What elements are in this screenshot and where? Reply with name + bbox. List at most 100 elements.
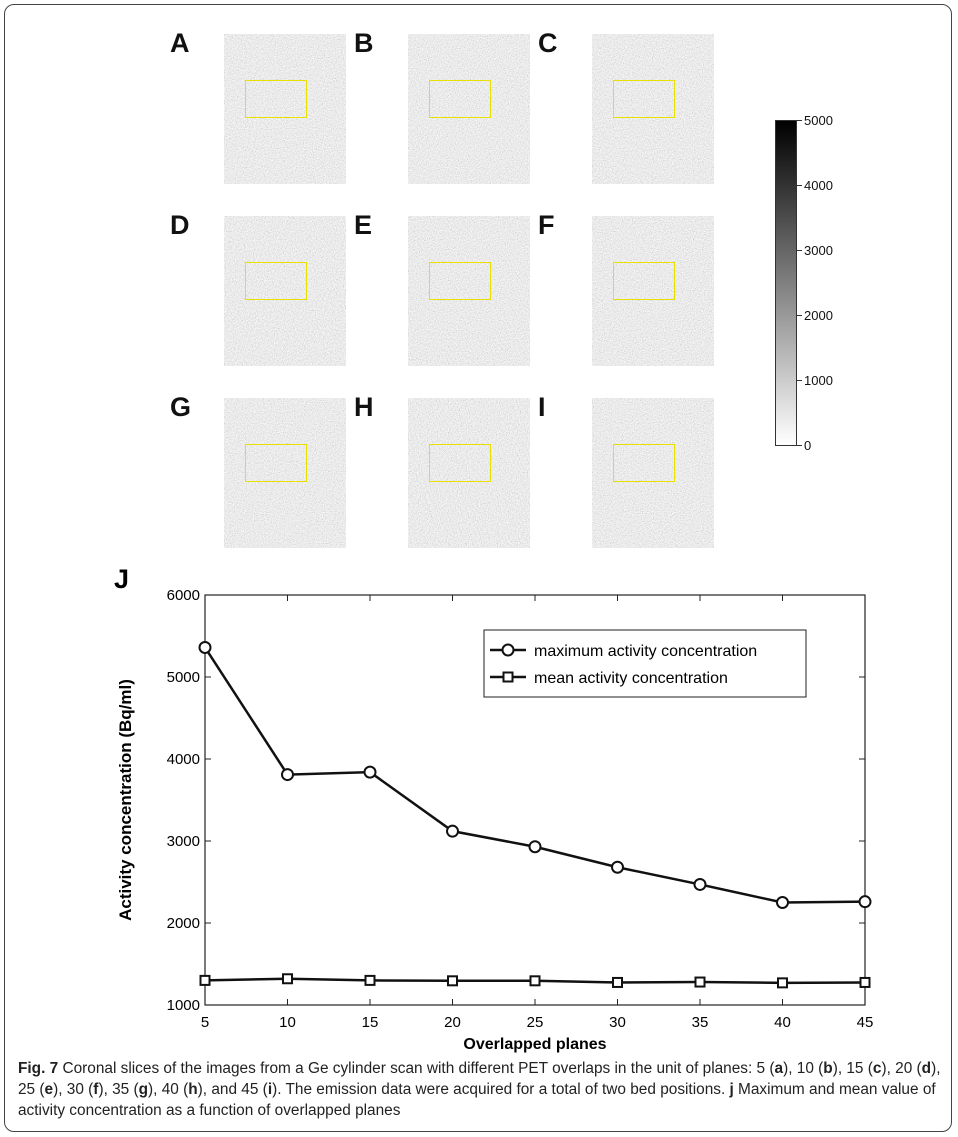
- colorbar-tick-label: 3000: [804, 243, 833, 258]
- y-tick-label: 5000: [167, 669, 200, 686]
- legend-label: mean activity concentration: [534, 670, 728, 687]
- caption-text: ), 35 (: [98, 1081, 139, 1098]
- y-tick-label: 4000: [167, 751, 200, 768]
- colorbar-tick: [797, 250, 802, 251]
- colorbar-tick: [797, 120, 802, 121]
- pet-coronal-slice-b: [404, 34, 534, 192]
- roi-box: [245, 262, 307, 300]
- panel-label-j: J: [114, 564, 129, 594]
- panel-label-e: E: [354, 210, 373, 240]
- data-point-max: [198, 640, 212, 654]
- fig-label: Fig. 7: [18, 1060, 59, 1077]
- x-tick-label: 10: [279, 1014, 296, 1031]
- caption-ref: a: [774, 1060, 784, 1077]
- panel-label-c: C: [538, 28, 558, 58]
- x-tick-label: 35: [692, 1014, 709, 1031]
- data-point-max: [363, 765, 377, 779]
- data-point-max: [281, 768, 294, 782]
- colorbar-tick-label: 0: [804, 438, 812, 453]
- y-tick-label: 3000: [167, 833, 200, 850]
- data-point-mean: [282, 973, 293, 985]
- caption-text: ), and 45 (: [197, 1081, 268, 1098]
- data-point-mean: [364, 974, 376, 986]
- caption-ref: b: [823, 1060, 833, 1077]
- roi-box: [613, 444, 675, 482]
- panel-label-d: D: [170, 210, 190, 240]
- data-point-max: [693, 877, 707, 891]
- caption-text: ), 40 (: [148, 1081, 189, 1098]
- pet-coronal-slice-i: [588, 398, 718, 556]
- roi-box: [613, 80, 675, 118]
- figure-frame: [4, 4, 952, 1132]
- caption-text: Coronal slices of the images from a Ge c…: [58, 1060, 775, 1077]
- caption-ref: e: [44, 1081, 54, 1098]
- x-tick-label: 30: [609, 1014, 626, 1031]
- x-tick-label: 45: [857, 1014, 874, 1031]
- pet-coronal-slice-h: [404, 398, 534, 556]
- roi-box: [429, 444, 491, 482]
- legend-box: [483, 629, 807, 698]
- caption-text: ), 25 (: [18, 1060, 941, 1098]
- roi-box: [245, 444, 307, 482]
- y-tick-label: 6000: [167, 587, 200, 604]
- pet-coronal-slice-e: [404, 216, 534, 374]
- panel-label-g: G: [170, 392, 192, 422]
- colorbar-tick-label: 1000: [804, 373, 833, 388]
- data-point-mean: [694, 976, 706, 988]
- x-tick-label: 5: [201, 1014, 209, 1031]
- caption-text: Maximum and mean value of activity conce…: [18, 1081, 936, 1119]
- x-tick-label: 20: [444, 1014, 461, 1031]
- caption-ref: c: [872, 1060, 882, 1077]
- caption-text: ). The emission data were acquired for a…: [272, 1081, 730, 1098]
- caption-ref: g: [138, 1081, 149, 1098]
- colorbar-gradient: [775, 120, 797, 446]
- colorbar-tick-label: 5000: [804, 113, 833, 128]
- figure-caption: Fig. 7 Coronal slices of the images from…: [18, 1058, 943, 1121]
- line-chart: J 5 10 15 20 25 30 35 40 45 1000 2000 3000 4000 5000 60…: [114, 564, 874, 1053]
- y-tick-label: 1000: [167, 997, 200, 1014]
- panel-label-b: B: [354, 28, 374, 58]
- colorbar-tick-label: 4000: [804, 178, 833, 193]
- x-tick-label: 15: [362, 1014, 379, 1031]
- caption-text: ), 30 (: [53, 1081, 94, 1098]
- roi-box: [245, 80, 307, 118]
- caption-ref: f: [93, 1081, 99, 1098]
- panel-label-i: I: [538, 392, 546, 422]
- data-point-max: [528, 840, 542, 854]
- data-point-mean: [859, 976, 871, 988]
- roi-box: [613, 262, 675, 300]
- x-tick-label: 40: [774, 1014, 791, 1031]
- data-point-max: [858, 895, 872, 909]
- caption-text: ), 15 (: [832, 1060, 873, 1077]
- data-point-mean: [199, 974, 211, 986]
- colorbar-tick: [797, 315, 802, 316]
- colorbar-tick-label: 2000: [804, 308, 833, 323]
- y-axis-label: Activity concentration (Bq/ml): [116, 679, 135, 921]
- data-point-mean: [447, 975, 458, 987]
- data-point-max: [611, 860, 624, 874]
- caption-ref: h: [188, 1081, 198, 1098]
- legend-label: maximum activity concentration: [534, 643, 757, 660]
- x-tick-label: 25: [527, 1014, 544, 1031]
- caption-ref: d: [921, 1060, 932, 1077]
- pet-coronal-slice-c: [588, 34, 718, 192]
- pet-coronal-slice-g: [220, 398, 350, 556]
- colorbar: 5000 4000 3000 2000 1000 0: [775, 114, 835, 453]
- roi-box: [429, 80, 491, 118]
- data-point-mean: [777, 977, 788, 989]
- colorbar-tick: [797, 380, 802, 381]
- colorbar-tick: [797, 445, 802, 446]
- colorbar-tick: [797, 185, 802, 186]
- pet-coronal-slice-a: [220, 34, 350, 192]
- data-point-max: [776, 896, 789, 909]
- x-axis-label: Overlapped planes: [463, 1036, 606, 1053]
- y-tick-label: 2000: [167, 915, 200, 932]
- panel-label-h: H: [354, 392, 374, 422]
- roi-box: [429, 262, 491, 300]
- panel-label-a: A: [170, 28, 190, 58]
- caption-text: ), 10 (: [783, 1060, 824, 1077]
- panel-label-f: F: [538, 210, 555, 240]
- caption-ref: i: [267, 1081, 273, 1098]
- caption-text: ), 20 (: [881, 1060, 922, 1077]
- data-point-max: [446, 824, 459, 838]
